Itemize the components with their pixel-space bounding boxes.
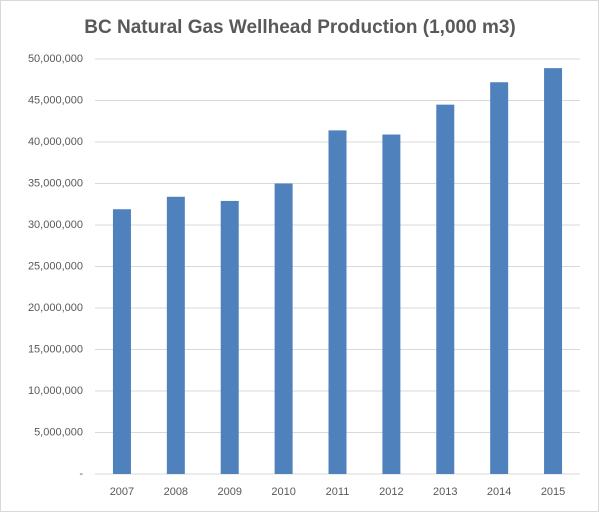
x-tick-label: 2015 [541,486,565,498]
bar [274,183,293,474]
bar [490,82,509,475]
y-tick-label: 40,000,000 [28,136,83,148]
y-tick-label: - [79,468,83,480]
x-tick-label: 2011 [326,486,350,498]
y-tick-label: 45,000,000 [28,94,83,106]
bar [436,104,455,475]
bar [382,134,401,474]
x-tick-label: 2013 [433,486,457,498]
x-tick-label: 2008 [164,486,188,498]
bar [328,130,347,474]
x-tick-label: 2007 [110,486,134,498]
chart-title: BC Natural Gas Wellhead Production (1,00… [84,17,515,38]
bar [220,200,239,474]
bar [544,68,563,474]
x-tick-label: 2009 [217,486,241,498]
y-tick-label: 50,000,000 [28,53,83,65]
y-tick-label: 25,000,000 [28,260,83,272]
bar [112,209,131,475]
y-tick-label: 10,000,000 [28,385,83,397]
x-tick-label: 2012 [379,486,403,498]
x-tick-label: 2010 [271,486,295,498]
bar [166,196,185,474]
y-tick-label: 20,000,000 [28,302,83,314]
y-tick-label: 30,000,000 [28,219,83,231]
y-tick-label: 15,000,000 [28,343,83,355]
y-tick-label: 5,000,000 [34,426,83,438]
y-tick-label: 35,000,000 [28,177,83,189]
x-tick-label: 2014 [487,486,511,498]
